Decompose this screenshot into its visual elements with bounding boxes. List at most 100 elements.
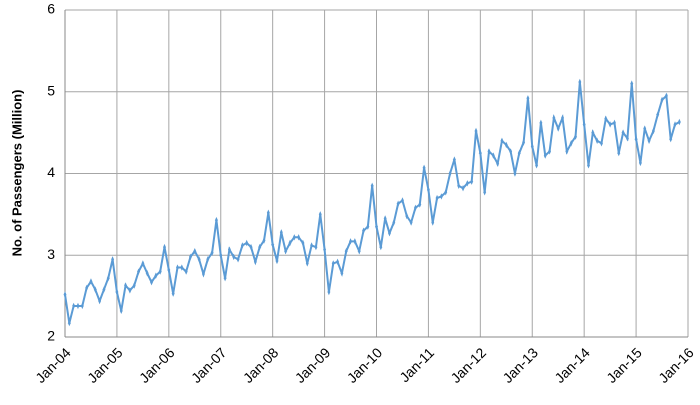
point-marker bbox=[89, 278, 93, 285]
point-marker bbox=[167, 266, 171, 274]
point-marker bbox=[487, 148, 491, 155]
point-marker bbox=[634, 135, 638, 143]
point-marker bbox=[223, 274, 227, 282]
point-marker bbox=[595, 137, 599, 144]
point-marker bbox=[249, 243, 253, 251]
point-marker bbox=[154, 272, 158, 279]
point-marker bbox=[613, 119, 616, 127]
point-marker bbox=[232, 253, 236, 261]
point-marker bbox=[474, 127, 478, 135]
point-marker bbox=[608, 121, 612, 128]
point-marker bbox=[465, 180, 469, 187]
point-marker bbox=[457, 182, 461, 189]
point-marker bbox=[262, 237, 266, 244]
point-marker bbox=[214, 216, 218, 224]
x-tick-label: Jan-10 bbox=[344, 344, 386, 386]
point-marker bbox=[426, 186, 430, 194]
point-marker bbox=[98, 297, 102, 305]
point-marker bbox=[72, 302, 76, 310]
point-marker bbox=[435, 194, 439, 202]
point-marker bbox=[500, 137, 504, 144]
point-marker bbox=[660, 96, 664, 104]
x-tick-label: Jan-09 bbox=[292, 344, 334, 386]
point-marker bbox=[413, 204, 417, 212]
point-marker bbox=[366, 223, 370, 230]
point-marker bbox=[638, 159, 642, 167]
point-marker bbox=[448, 170, 452, 177]
point-marker bbox=[111, 256, 115, 263]
point-marker bbox=[158, 268, 162, 275]
y-tick-label: 4 bbox=[47, 164, 55, 180]
point-marker bbox=[137, 268, 140, 275]
point-marker bbox=[202, 270, 205, 278]
point-marker bbox=[470, 178, 474, 185]
x-tick-label: Jan-13 bbox=[499, 344, 541, 386]
x-tick-label: Jan-05 bbox=[84, 344, 126, 386]
x-tick-label: Jan-06 bbox=[136, 344, 178, 386]
point-marker bbox=[591, 129, 595, 136]
point-marker bbox=[297, 234, 301, 241]
point-marker bbox=[180, 264, 184, 271]
point-marker bbox=[288, 239, 292, 247]
point-marker bbox=[552, 114, 556, 122]
point-marker bbox=[509, 148, 513, 155]
point-marker bbox=[102, 286, 106, 293]
point-marker bbox=[569, 140, 573, 147]
point-marker bbox=[392, 219, 396, 226]
point-marker bbox=[388, 229, 391, 237]
point-marker bbox=[418, 201, 422, 208]
point-marker bbox=[80, 302, 84, 310]
point-marker bbox=[271, 241, 275, 248]
point-marker bbox=[405, 212, 409, 220]
point-marker bbox=[275, 257, 279, 265]
point-marker bbox=[431, 219, 435, 226]
point-marker bbox=[305, 260, 309, 267]
point-marker bbox=[587, 162, 590, 169]
point-marker bbox=[370, 182, 374, 189]
point-marker bbox=[115, 288, 119, 296]
point-marker bbox=[656, 111, 660, 118]
x-tick-label: Jan-11 bbox=[396, 344, 437, 385]
point-marker bbox=[452, 156, 456, 163]
x-tick-label: Jan-07 bbox=[188, 344, 230, 386]
point-marker bbox=[197, 256, 201, 263]
point-marker bbox=[106, 274, 110, 282]
point-marker bbox=[647, 137, 651, 144]
y-tick-label: 3 bbox=[47, 246, 55, 262]
point-marker bbox=[574, 133, 577, 140]
point-marker bbox=[535, 162, 539, 169]
y-tick-label: 6 bbox=[47, 1, 55, 17]
point-marker bbox=[422, 164, 426, 171]
point-marker bbox=[349, 238, 352, 245]
point-marker bbox=[206, 256, 210, 263]
point-marker bbox=[483, 189, 487, 196]
point-marker bbox=[461, 185, 465, 192]
point-marker bbox=[604, 115, 608, 122]
point-marker bbox=[67, 319, 71, 327]
point-marker bbox=[176, 264, 179, 271]
point-marker bbox=[669, 135, 673, 143]
point-marker bbox=[578, 78, 582, 86]
point-marker bbox=[673, 121, 677, 128]
point-marker bbox=[124, 282, 128, 289]
point-marker bbox=[353, 238, 357, 245]
x-tick-label: Jan-04 bbox=[32, 344, 74, 386]
point-marker bbox=[210, 249, 214, 256]
point-marker bbox=[63, 291, 67, 298]
point-marker bbox=[401, 197, 404, 204]
y-tick-label: 5 bbox=[47, 82, 55, 98]
point-marker bbox=[625, 135, 629, 142]
point-marker bbox=[336, 258, 340, 265]
point-marker bbox=[327, 288, 331, 296]
point-marker bbox=[396, 200, 400, 207]
x-tick-label: Jan-16 bbox=[655, 344, 697, 386]
point-marker bbox=[258, 243, 262, 251]
point-marker bbox=[93, 286, 97, 293]
point-marker bbox=[85, 284, 89, 292]
point-marker bbox=[643, 125, 647, 132]
point-marker bbox=[193, 247, 197, 255]
point-marker bbox=[491, 152, 495, 159]
point-marker bbox=[253, 258, 257, 265]
x-tick-label: Jan-14 bbox=[551, 344, 593, 386]
